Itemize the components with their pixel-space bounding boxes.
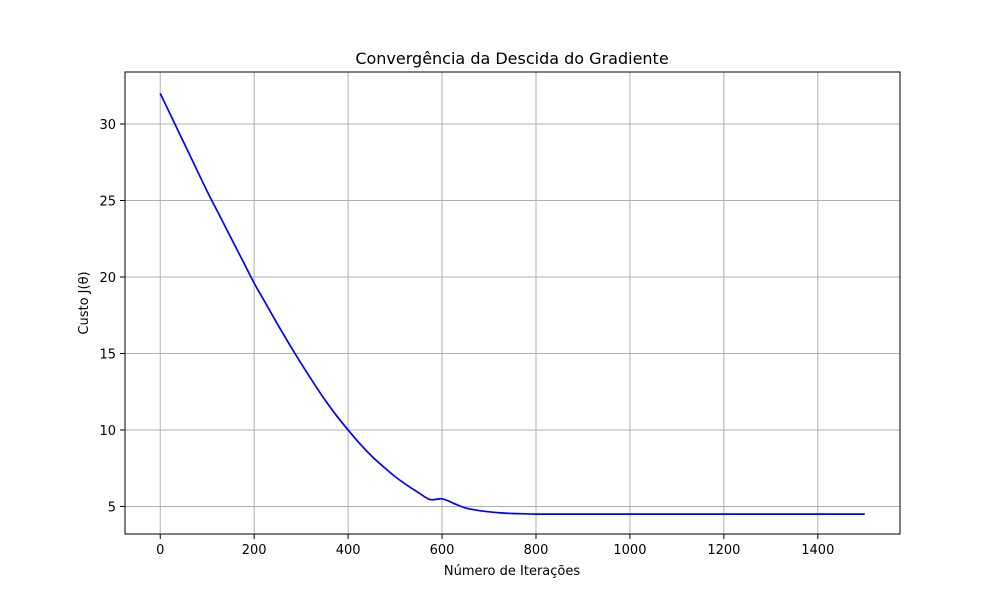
y-tick-label: 15 bbox=[99, 347, 116, 362]
plot-area-frame bbox=[124, 71, 901, 535]
y-axis-title: Custo J(θ) bbox=[77, 271, 92, 334]
x-tick-label: 400 bbox=[336, 543, 361, 558]
y-tick-label: 25 bbox=[99, 195, 116, 210]
x-tick-label: 1200 bbox=[707, 543, 740, 558]
grid bbox=[125, 72, 900, 534]
x-tick-label: 0 bbox=[156, 543, 164, 558]
data-series bbox=[159, 93, 865, 515]
x-tick-label: 600 bbox=[430, 543, 455, 558]
y-tick-label: 20 bbox=[99, 271, 116, 286]
x-tick-label: 1000 bbox=[613, 543, 646, 558]
x-tick-label: 200 bbox=[242, 543, 267, 558]
chart-title: Convergência da Descida do Gradiente bbox=[355, 49, 668, 68]
x-axis-title: Número de Iterações bbox=[444, 564, 580, 579]
y-tick-label: 5 bbox=[108, 500, 116, 515]
cost-line bbox=[159, 93, 865, 515]
y-tick-label: 10 bbox=[99, 424, 116, 439]
y-tick-label: 30 bbox=[99, 118, 116, 133]
x-tick-label: 800 bbox=[524, 543, 549, 558]
axis-ticks: 0 200 400 600 800 1000 1200 1400 5 10 15 20 25 30 bbox=[99, 118, 834, 558]
x-tick-label: 1400 bbox=[801, 543, 834, 558]
